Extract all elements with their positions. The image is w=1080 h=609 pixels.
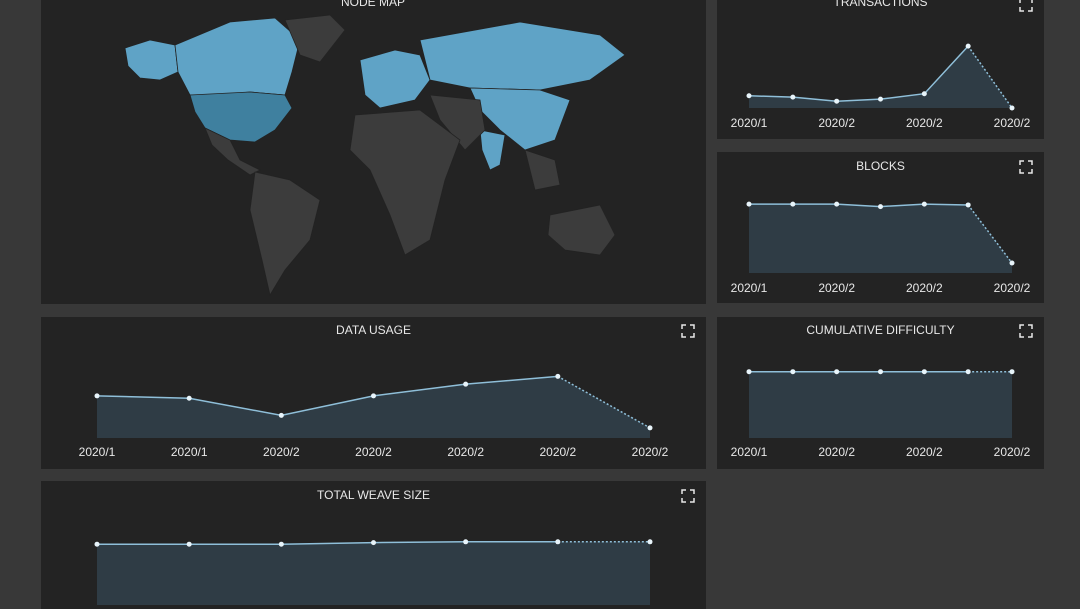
greenland	[284, 14, 346, 63]
x-tick-label: 2020/2	[818, 445, 855, 459]
southeast-asia	[524, 149, 561, 191]
point	[834, 369, 840, 375]
point	[921, 91, 927, 97]
south-america	[249, 171, 321, 297]
expand-icon	[681, 324, 695, 338]
point	[878, 369, 883, 375]
projected-line	[967, 45, 1013, 109]
line	[97, 541, 558, 545]
point	[94, 541, 100, 547]
chart-title: DATA USAGE	[336, 323, 411, 337]
point	[278, 541, 284, 547]
expand-icon	[1019, 160, 1033, 174]
point	[746, 201, 752, 207]
point	[1009, 105, 1015, 111]
africa	[349, 109, 461, 256]
line	[749, 203, 969, 208]
point	[746, 369, 752, 375]
x-tick-label: 2020/2	[994, 281, 1031, 295]
projected-line	[557, 375, 651, 429]
point	[94, 393, 100, 399]
expand-icon	[681, 489, 695, 503]
point	[555, 539, 561, 545]
x-tick-label: 2020/2	[355, 445, 392, 459]
point	[921, 369, 927, 375]
point	[746, 93, 752, 99]
usa	[189, 91, 293, 143]
x-tick-label: 2020/1	[731, 281, 768, 295]
line	[748, 45, 969, 102]
panel	[41, 317, 706, 469]
middle-east	[429, 94, 486, 151]
russia	[419, 21, 626, 91]
point	[647, 539, 653, 545]
point	[186, 395, 192, 401]
point	[965, 202, 971, 208]
area	[97, 541, 650, 605]
chart-title: TRANSACTIONS	[833, 0, 927, 9]
x-tick-label: 2020/1	[731, 445, 768, 459]
panel	[717, 0, 1044, 139]
point	[834, 201, 840, 207]
x-tick-label: 2020/2	[632, 445, 669, 459]
area	[97, 376, 650, 438]
point	[186, 541, 192, 547]
x-tick-label: 2020/2	[994, 445, 1031, 459]
point	[1009, 260, 1015, 266]
line	[96, 375, 558, 417]
australia	[547, 204, 616, 256]
x-tick-label: 2020/1	[79, 445, 116, 459]
x-tick-label: 2020/2	[906, 281, 943, 295]
alaska	[124, 39, 179, 81]
point	[878, 96, 883, 102]
x-tick-label: 2020/1	[171, 445, 208, 459]
x-tick-label: 2020/2	[539, 445, 576, 459]
point	[371, 393, 376, 399]
chart-title: BLOCKS	[856, 159, 905, 173]
china	[469, 87, 571, 151]
expand-icon	[1019, 324, 1033, 338]
point	[790, 94, 796, 100]
x-tick-label: 2020/2	[818, 281, 855, 295]
world-map	[124, 14, 626, 297]
x-tick-label: 2020/2	[994, 116, 1031, 130]
projected-line	[967, 204, 1013, 264]
point	[1009, 369, 1015, 375]
x-tick-label: 2020/2	[447, 445, 484, 459]
area	[749, 204, 1012, 273]
point	[965, 43, 971, 49]
point	[463, 381, 469, 387]
point	[790, 201, 796, 207]
point	[965, 369, 971, 375]
point	[463, 539, 469, 545]
point	[555, 373, 561, 379]
area	[749, 371, 1012, 438]
point	[278, 412, 284, 418]
x-tick-label: 2020/2	[818, 116, 855, 130]
point	[834, 98, 840, 104]
point	[371, 540, 376, 546]
point	[647, 425, 653, 431]
chart-title: CUMULATIVE DIFFICULTY	[806, 323, 954, 337]
point	[921, 201, 927, 207]
area	[749, 46, 1012, 108]
india	[479, 129, 506, 171]
point	[878, 204, 883, 210]
x-tick-label: 2020/2	[263, 445, 300, 459]
x-tick-label: 2020/2	[906, 445, 943, 459]
x-tick-label: 2020/2	[906, 116, 943, 130]
map-title: NODE MAP	[341, 0, 405, 9]
x-tick-label: 2020/1	[731, 116, 768, 130]
chart-title: TOTAL WEAVE SIZE	[317, 488, 430, 502]
europe	[359, 49, 431, 109]
point	[790, 369, 796, 375]
